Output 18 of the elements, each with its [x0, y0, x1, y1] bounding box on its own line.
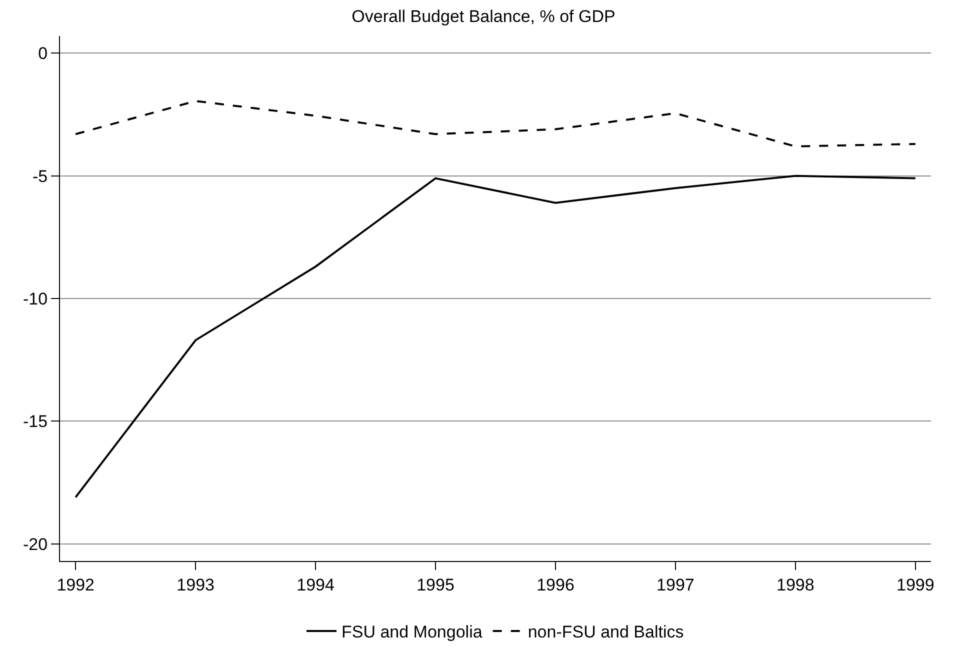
- x-tick-label: 1993: [176, 575, 214, 594]
- legend-label: non-FSU and Baltics: [528, 622, 684, 642]
- x-tick-label: 1996: [536, 575, 574, 594]
- y-tick-label: -10: [23, 289, 48, 308]
- y-tick-label: -20: [23, 534, 48, 554]
- y-tick-label: 0: [38, 44, 48, 64]
- y-tick-label: -15: [23, 412, 48, 432]
- x-tick-label: 1999: [896, 575, 934, 594]
- x-tick-label: 1995: [416, 575, 454, 594]
- x-tick-label: 1992: [56, 575, 95, 594]
- line-series: [74, 100, 916, 148]
- y-tick-label: -5: [32, 166, 48, 186]
- x-tick-label: 1994: [296, 575, 334, 594]
- x-tick-label: 1998: [776, 575, 814, 594]
- x-tick-label: 1997: [656, 575, 694, 594]
- legend-label: FSU and Mongolia: [342, 622, 483, 642]
- line-series: [74, 174, 916, 498]
- chart-title: Overall Budget Balance, % of GDP: [352, 6, 616, 26]
